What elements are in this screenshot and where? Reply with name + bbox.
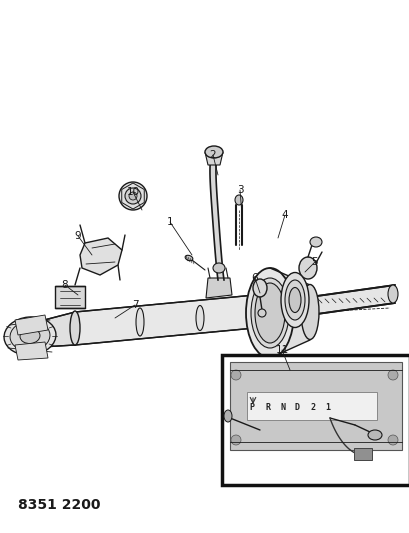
Circle shape bbox=[129, 192, 137, 200]
Ellipse shape bbox=[387, 285, 397, 303]
Text: 9: 9 bbox=[74, 231, 81, 241]
Ellipse shape bbox=[10, 321, 50, 351]
Text: 2: 2 bbox=[209, 150, 216, 160]
Text: 6: 6 bbox=[251, 273, 258, 283]
Ellipse shape bbox=[185, 255, 192, 261]
Bar bbox=[246, 392, 376, 420]
Polygon shape bbox=[80, 238, 122, 275]
Polygon shape bbox=[15, 315, 48, 335]
Ellipse shape bbox=[250, 278, 288, 348]
Polygon shape bbox=[25, 312, 75, 348]
Ellipse shape bbox=[213, 263, 225, 273]
Ellipse shape bbox=[252, 279, 266, 297]
Circle shape bbox=[119, 182, 147, 210]
Bar bbox=[353, 448, 371, 460]
Text: 5: 5 bbox=[311, 257, 317, 267]
Polygon shape bbox=[209, 155, 223, 280]
Ellipse shape bbox=[245, 268, 293, 358]
Circle shape bbox=[230, 370, 240, 380]
Circle shape bbox=[387, 435, 397, 445]
Polygon shape bbox=[309, 285, 394, 315]
Text: 3: 3 bbox=[236, 185, 243, 195]
Ellipse shape bbox=[204, 146, 222, 158]
Text: 1: 1 bbox=[325, 402, 330, 411]
Text: R: R bbox=[265, 402, 270, 411]
Text: 7: 7 bbox=[131, 300, 138, 310]
Polygon shape bbox=[15, 342, 48, 360]
Ellipse shape bbox=[300, 285, 318, 340]
Text: 2: 2 bbox=[310, 402, 315, 411]
Ellipse shape bbox=[136, 308, 144, 336]
Text: 4: 4 bbox=[281, 210, 288, 220]
Ellipse shape bbox=[4, 317, 56, 355]
Ellipse shape bbox=[280, 272, 308, 327]
Polygon shape bbox=[205, 278, 231, 298]
Ellipse shape bbox=[20, 328, 40, 344]
Ellipse shape bbox=[257, 309, 265, 317]
Polygon shape bbox=[75, 295, 254, 345]
Ellipse shape bbox=[309, 237, 321, 247]
Circle shape bbox=[230, 435, 240, 445]
Circle shape bbox=[125, 188, 141, 204]
Ellipse shape bbox=[70, 311, 80, 345]
Text: 8351 2200: 8351 2200 bbox=[18, 498, 100, 512]
Text: 10: 10 bbox=[126, 187, 139, 197]
Text: D: D bbox=[294, 402, 299, 411]
Ellipse shape bbox=[254, 283, 284, 343]
Bar bbox=[55, 286, 85, 308]
Ellipse shape bbox=[223, 410, 231, 422]
Bar bbox=[229, 362, 401, 450]
Ellipse shape bbox=[367, 430, 381, 440]
Text: N: N bbox=[280, 402, 285, 411]
Ellipse shape bbox=[284, 280, 304, 320]
Ellipse shape bbox=[196, 305, 204, 330]
Ellipse shape bbox=[298, 257, 316, 279]
Bar bbox=[221, 355, 409, 485]
Text: P: P bbox=[249, 402, 254, 411]
Text: 11: 11 bbox=[275, 345, 288, 355]
Ellipse shape bbox=[288, 287, 300, 312]
Text: 1: 1 bbox=[166, 217, 173, 227]
Polygon shape bbox=[204, 152, 222, 165]
Ellipse shape bbox=[234, 195, 243, 205]
Polygon shape bbox=[270, 268, 309, 358]
Circle shape bbox=[387, 370, 397, 380]
Text: 8: 8 bbox=[61, 280, 68, 290]
